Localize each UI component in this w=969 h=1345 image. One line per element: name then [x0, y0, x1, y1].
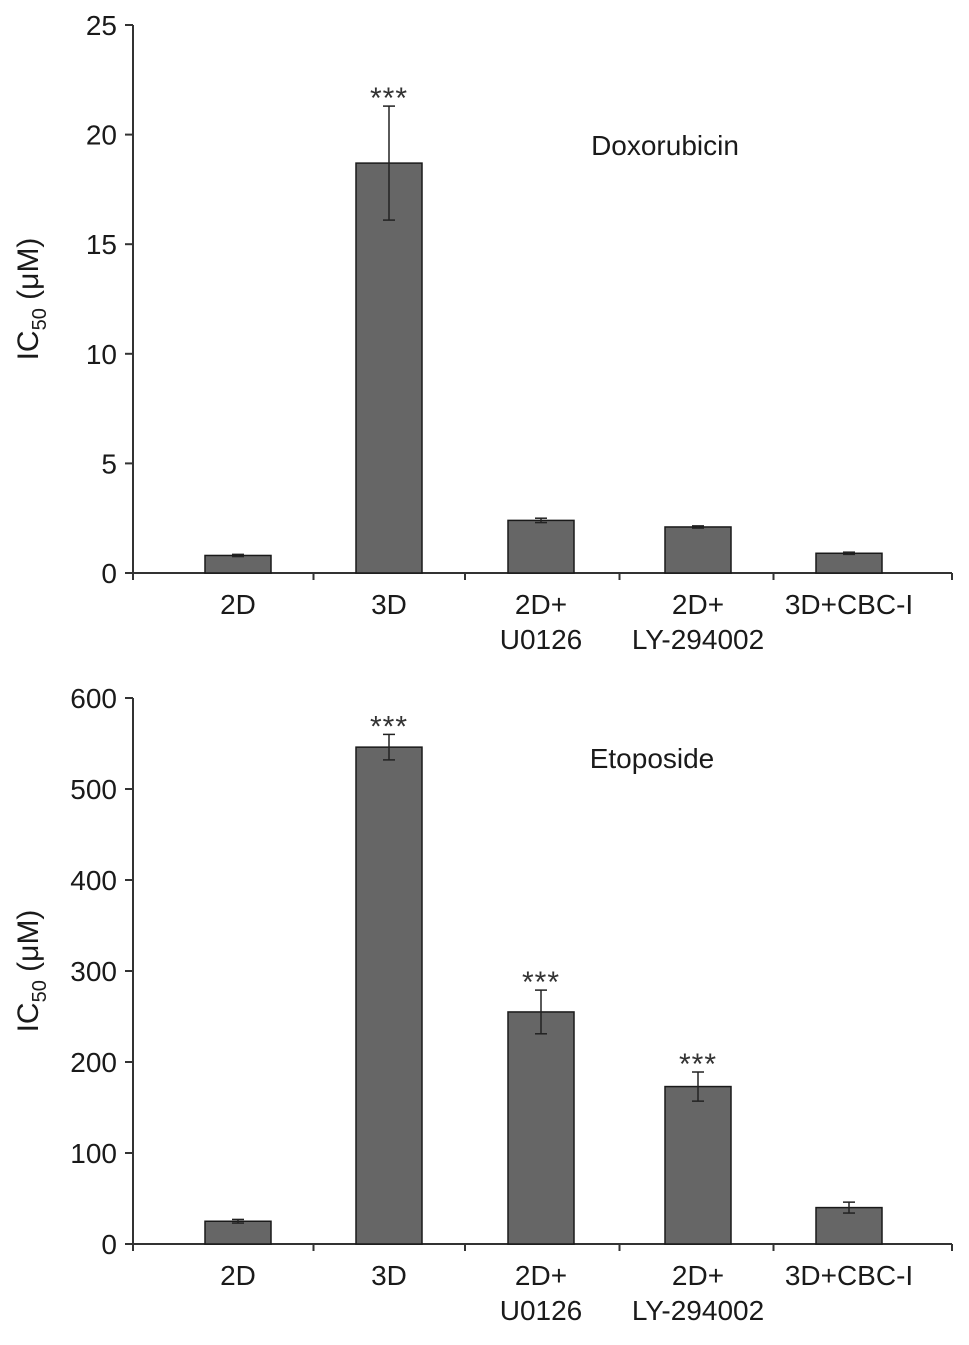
y-tick-label: 200: [70, 1047, 117, 1078]
y-axis-title: IC50 (μM): [12, 238, 51, 361]
bar: [507, 519, 575, 574]
panel-title: Doxorubicin: [591, 130, 739, 161]
panel-title: Etoposide: [590, 743, 715, 774]
y-tick-label: 300: [70, 956, 117, 987]
y-axis-title: IC50 (μM): [12, 910, 51, 1033]
category-label: 2D+ LY-294002: [632, 589, 764, 655]
significance-marker: ***: [522, 966, 560, 999]
category-label: 2D: [220, 589, 256, 620]
significance-marker: ***: [679, 1048, 717, 1081]
bar: [355, 162, 423, 574]
category-label: 3D: [371, 1260, 407, 1291]
category-label: 2D+ U0126: [500, 1260, 583, 1326]
y-tick-label: 25: [86, 10, 117, 41]
bar: [507, 1011, 575, 1245]
y-tick-label: 0: [101, 1229, 117, 1260]
y-tick-label: 20: [86, 120, 117, 151]
bar: [664, 1085, 732, 1245]
y-tick-label: 10: [86, 339, 117, 370]
bar: [355, 746, 423, 1245]
etoposide-chart: 0 100 200 300 400 500 600 IC50 (μM) Etoposide 2D *…: [12, 683, 953, 1326]
y-tick-label: 5: [101, 448, 117, 479]
y-tick-label: 500: [70, 774, 117, 805]
y-tick-label: 0: [101, 558, 117, 589]
bar: [664, 526, 732, 574]
category-label: 2D+ U0126: [500, 589, 583, 655]
y-tick-label: 100: [70, 1138, 117, 1169]
significance-marker: ***: [370, 710, 408, 743]
y-tick-label: 600: [70, 683, 117, 714]
significance-marker: ***: [370, 82, 408, 115]
doxorubicin-chart: 0 5 10 15 20 25 IC50 (μM) Doxorubicin 2D *** 3D 2D+…: [12, 10, 953, 655]
category-label: 3D: [371, 589, 407, 620]
bar: [204, 554, 272, 574]
category-label: 2D: [220, 1260, 256, 1291]
bar: [815, 552, 883, 574]
bar: [204, 1220, 272, 1245]
category-label: 2D+ LY-294002: [632, 1260, 764, 1326]
category-label: 3D+CBC-I: [785, 1260, 913, 1291]
y-tick-label: 15: [86, 229, 117, 260]
y-tick-label: 400: [70, 865, 117, 896]
category-label: 3D+CBC-I: [785, 589, 913, 620]
